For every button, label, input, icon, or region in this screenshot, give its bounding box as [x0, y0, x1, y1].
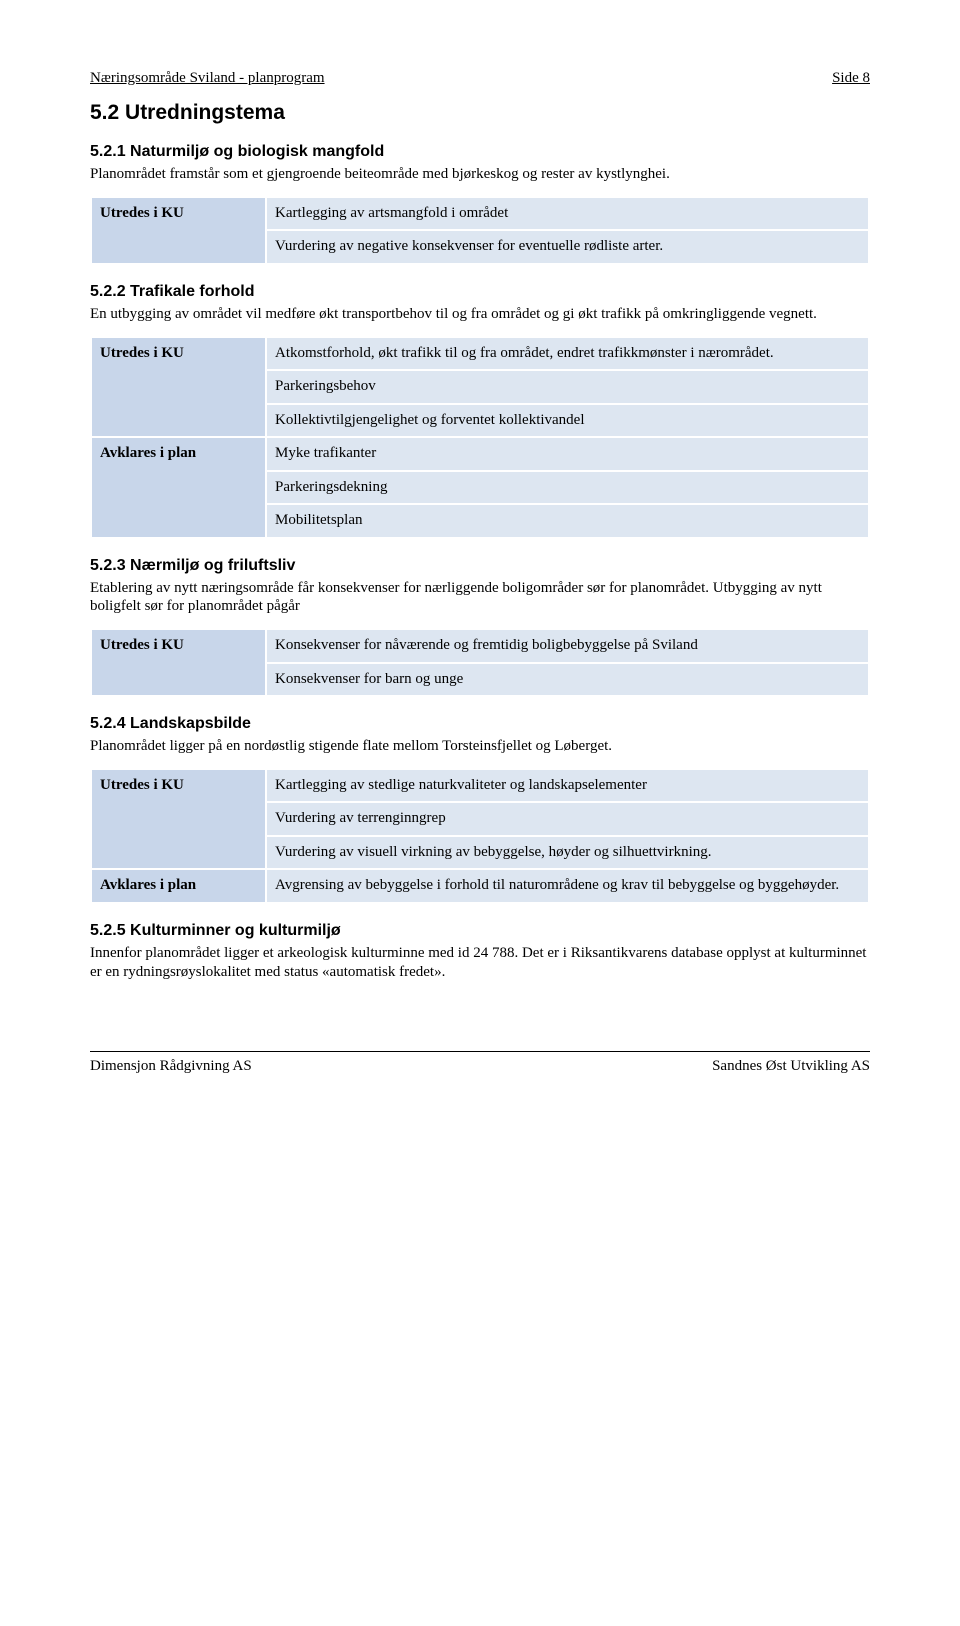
para-5-2-3: Etablering av nytt næringsområde får kon…: [90, 579, 870, 617]
para-5-2-4: Planområdet ligger på en nordøstlig stig…: [90, 737, 870, 756]
table-5-2-4: Utredes i KU Kartlegging av stedlige nat…: [90, 768, 870, 904]
table-cell: Avgrensing av bebyggelse i forhold til n…: [266, 869, 869, 903]
table-cell: Atkomstforhold, økt trafikk til og fra o…: [266, 337, 869, 371]
table-row: Utredes i KU Kartlegging av artsmangfold…: [91, 197, 869, 231]
table-row: Avklares i plan Myke trafikanter: [91, 437, 869, 471]
table-row: Utredes i KU Kartlegging av stedlige nat…: [91, 769, 869, 803]
table-cell: Vurdering av terrenginngrep: [266, 802, 869, 836]
heading-5-2: 5.2 Utredningstema: [90, 101, 870, 125]
table-cell: Myke trafikanter: [266, 437, 869, 471]
header-left: Næringsområde Sviland - planprogram: [90, 70, 325, 87]
heading-5-2-2: 5.2.2 Trafikale forhold: [90, 283, 870, 301]
table-cell: Kartlegging av stedlige naturkvaliteter …: [266, 769, 869, 803]
table-cell: Vurdering av negative konsekvenser for e…: [266, 230, 869, 264]
table-5-2-1: Utredes i KU Kartlegging av artsmangfold…: [90, 196, 870, 265]
table-row: Utredes i KU Konsekvenser for nåværende …: [91, 629, 869, 663]
table-left-label: Avklares i plan: [91, 437, 266, 538]
table-left-label: Utredes i KU: [91, 769, 266, 870]
para-5-2-5: Innenfor planområdet ligger et arkeologi…: [90, 944, 870, 982]
table-left-label: Utredes i KU: [91, 337, 266, 438]
table-5-2-2: Utredes i KU Atkomstforhold, økt trafikk…: [90, 336, 870, 539]
heading-5-2-5: 5.2.5 Kulturminner og kulturmiljø: [90, 922, 870, 940]
table-cell: Parkeringsbehov: [266, 370, 869, 404]
para-5-2-2: En utbygging av området vil medføre økt …: [90, 305, 870, 324]
heading-5-2-3: 5.2.3 Nærmiljø og friluftsliv: [90, 557, 870, 575]
heading-5-2-4: 5.2.4 Landskapsbilde: [90, 715, 870, 733]
heading-5-2-1: 5.2.1 Naturmiljø og biologisk mangfold: [90, 143, 870, 161]
table-cell: Kartlegging av artsmangfold i området: [266, 197, 869, 231]
document-page: Næringsområde Sviland - planprogram Side…: [0, 0, 960, 1115]
footer-right: Sandnes Øst Utvikling AS: [712, 1058, 870, 1075]
table-left-label: Utredes i KU: [91, 197, 266, 264]
page-footer: Dimensjon Rådgivning AS Sandnes Øst Utvi…: [90, 1058, 870, 1075]
table-cell: Kollektivtilgjengelighet og forventet ko…: [266, 404, 869, 438]
table-5-2-3: Utredes i KU Konsekvenser for nåværende …: [90, 628, 870, 697]
footer-divider: [90, 1051, 870, 1052]
table-cell: Konsekvenser for barn og unge: [266, 663, 869, 697]
footer-left: Dimensjon Rådgivning AS: [90, 1058, 252, 1075]
table-left-label: Utredes i KU: [91, 629, 266, 696]
table-cell: Konsekvenser for nåværende og fremtidig …: [266, 629, 869, 663]
table-cell: Parkeringsdekning: [266, 471, 869, 505]
table-left-label: Avklares i plan: [91, 869, 266, 903]
page-header: Næringsområde Sviland - planprogram Side…: [90, 70, 870, 87]
header-right: Side 8: [832, 70, 870, 87]
table-cell: Vurdering av visuell virkning av bebygge…: [266, 836, 869, 870]
table-row: Avklares i plan Avgrensing av bebyggelse…: [91, 869, 869, 903]
table-cell: Mobilitetsplan: [266, 504, 869, 538]
table-row: Utredes i KU Atkomstforhold, økt trafikk…: [91, 337, 869, 371]
para-5-2-1: Planområdet framstår som et gjengroende …: [90, 165, 870, 184]
